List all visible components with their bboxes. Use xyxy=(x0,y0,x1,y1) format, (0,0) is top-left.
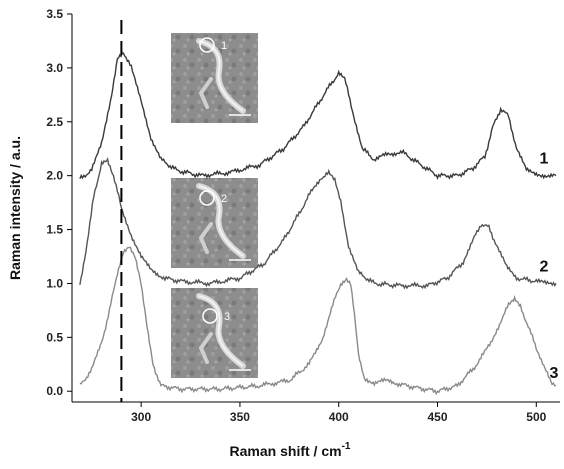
series-label-1: 1 xyxy=(540,151,549,168)
series-line-1 xyxy=(79,52,557,180)
inset-marker-label: 3 xyxy=(224,311,230,323)
x-axis-ticks: 300 350 400 450 500 xyxy=(131,402,547,424)
y-tick-label: 2.0 xyxy=(46,169,63,183)
y-tick-label: 1.5 xyxy=(46,223,63,237)
series-line-3 xyxy=(79,246,557,396)
y-axis-title: Raman intensity / a.u. xyxy=(7,136,23,280)
series-label-3: 3 xyxy=(550,365,559,382)
series-label-2: 2 xyxy=(540,258,549,275)
x-tick-label: 450 xyxy=(427,410,447,424)
x-tick-label: 500 xyxy=(526,410,546,424)
x-axis-title: Raman shift / cm-1 xyxy=(230,441,351,459)
inset-marker-label: 1 xyxy=(221,40,227,52)
y-tick-label: 2.5 xyxy=(46,115,63,129)
y-axis-ticks: 0.0 0.5 1.0 1.5 2.0 2.5 3.0 3.5 xyxy=(46,7,72,398)
inset-photo-1: 1 xyxy=(171,33,258,123)
y-tick-label: 0.5 xyxy=(46,330,63,344)
y-tick-label: 3.0 xyxy=(46,61,63,75)
y-tick-label: 1.0 xyxy=(46,276,63,290)
x-tick-label: 350 xyxy=(230,410,250,424)
sample-image-insets: 1 2 3 xyxy=(171,33,258,378)
y-tick-label: 0.0 xyxy=(46,384,63,398)
inset-marker-label: 2 xyxy=(221,193,227,205)
inset-marker-circle xyxy=(199,37,215,53)
inset-photo-3: 3 xyxy=(171,288,258,378)
inset-marker-circle xyxy=(202,308,218,324)
y-tick-label: 3.5 xyxy=(46,7,63,21)
inset-marker-circle xyxy=(199,190,215,206)
x-tick-label: 300 xyxy=(131,410,151,424)
series-line-2 xyxy=(79,157,557,290)
x-tick-label: 400 xyxy=(329,410,349,424)
inset-photo-2: 2 xyxy=(171,178,258,268)
spectra-series xyxy=(79,52,557,396)
series-labels: 1 2 3 xyxy=(540,151,559,382)
